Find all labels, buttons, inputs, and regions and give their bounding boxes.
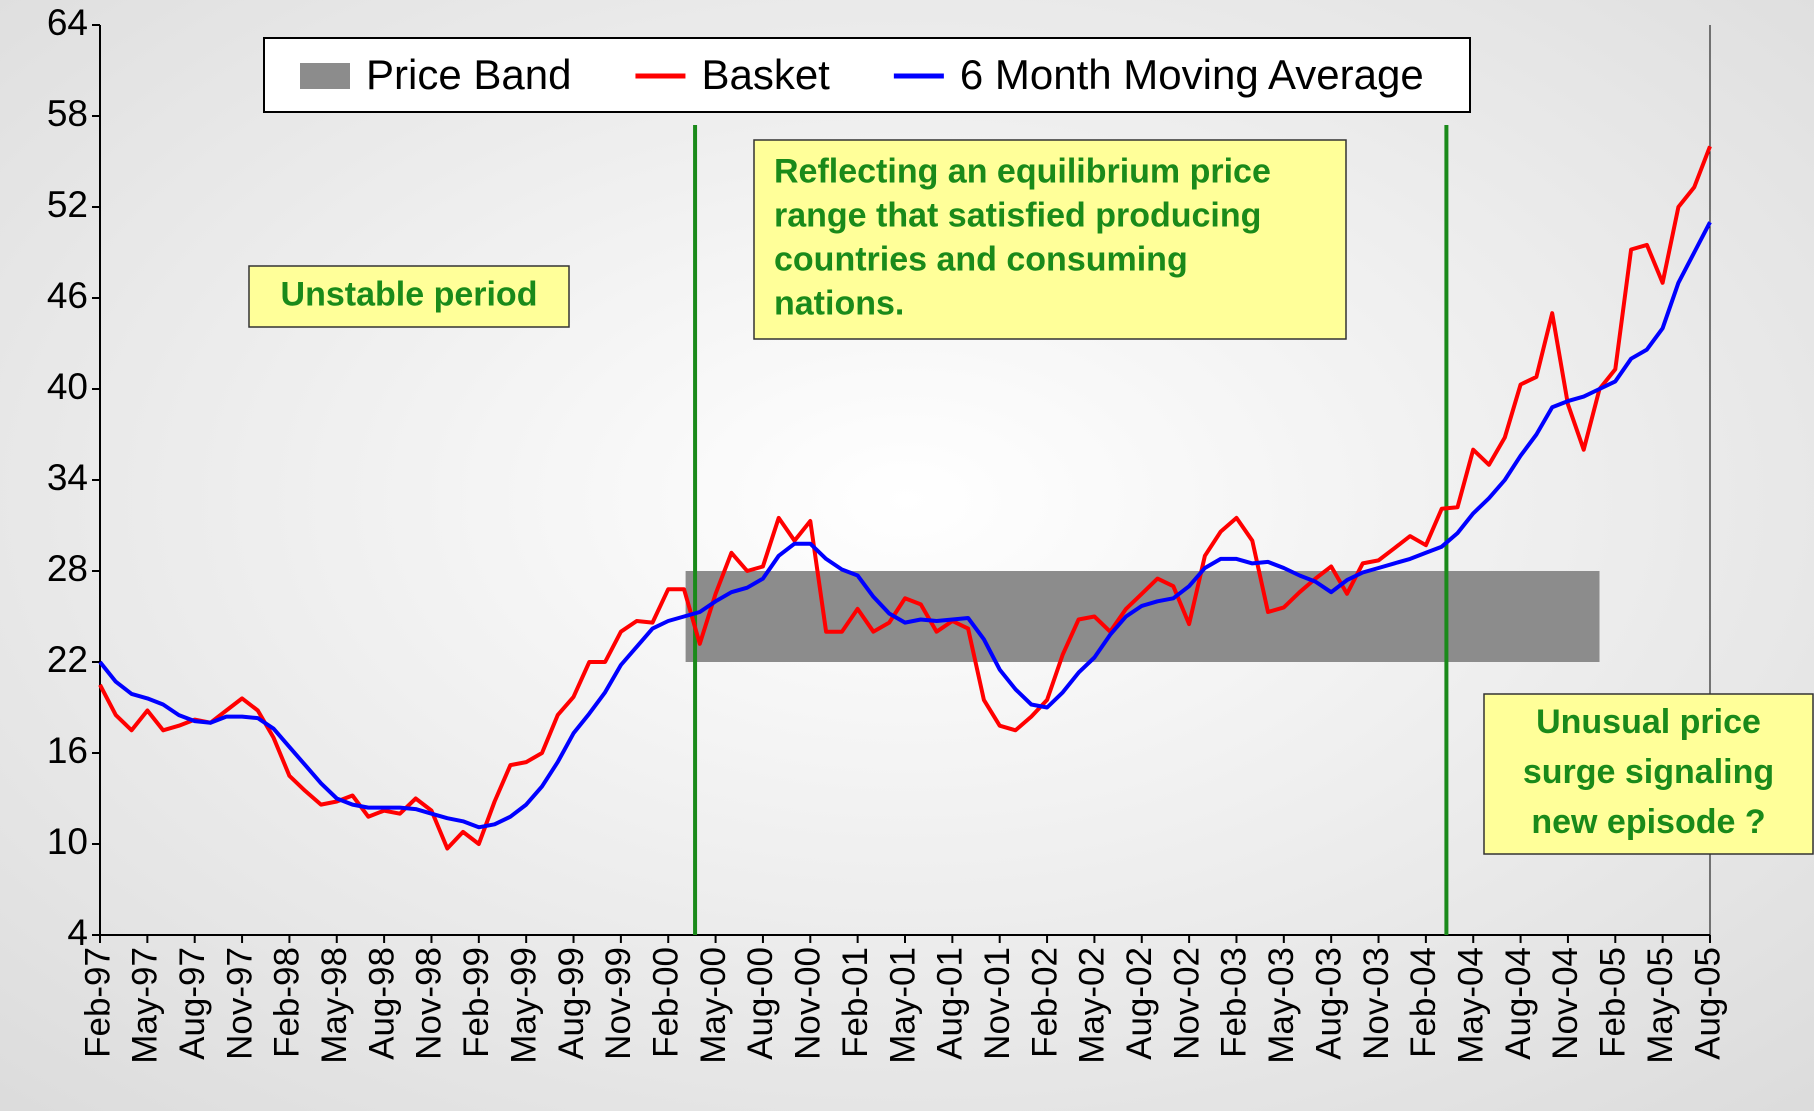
x-tick-label: Nov-98 [410,947,449,1060]
annotation-text: countries and consuming [774,240,1188,278]
legend-label: Basket [701,51,830,98]
x-tick-label: Nov-04 [1546,947,1585,1060]
annotation-text: surge signaling [1523,753,1774,791]
x-tick-label: Nov-99 [599,947,638,1060]
annotation-box [753,139,1347,340]
y-tick-label: 40 [47,366,88,407]
x-tick-label: Feb-00 [646,947,685,1058]
series-line [98,145,1712,851]
x-tick-label: Aug-00 [741,947,780,1060]
annotation-text: new episode ? [1531,803,1765,841]
legend-label: Price Band [366,51,571,98]
series-line [98,221,1712,830]
y-tick-label: 52 [47,184,88,225]
y-tick-label: 64 [47,2,88,43]
annotation-text: Unstable period [281,275,538,313]
legend-box [263,37,1471,113]
annotation-box [248,265,570,328]
annotation-box [1483,693,1814,855]
y-tick-label: 46 [47,275,88,316]
x-tick-label: Feb-97 [78,947,117,1058]
x-tick-label: Feb-05 [1594,947,1633,1058]
annotation: Unstable period [248,265,570,328]
annotation: Reflecting an equilibrium price range tha… [753,139,1347,340]
x-tick-label: Aug-01 [931,947,970,1060]
annotation-text: range that satisfied producing [774,196,1261,234]
x-tick-label: Feb-98 [268,947,307,1058]
annotation-text: nations. [774,284,904,322]
annotation-text: Reflecting an equilibrium price [774,152,1271,190]
x-tick-label: May-98 [315,947,354,1064]
x-tick-label: Feb-04 [1404,947,1443,1058]
legend: Price Band Basket 6 Month Moving Average [263,37,1471,113]
x-tick-label: Feb-99 [457,947,496,1058]
x-tick-label: Aug-97 [173,947,212,1060]
x-tick-label: May-00 [694,947,733,1064]
x-tick-label: Nov-97 [220,947,259,1060]
x-tick-label: May-97 [126,947,165,1064]
x-tick-label: Aug-02 [1120,947,1159,1060]
annotation: Unusual price surge signaling new episode … [1483,693,1814,855]
x-tick-label: Nov-03 [1357,947,1396,1060]
x-tick-label: May-04 [1451,947,1490,1064]
x-tick-label: Feb-01 [836,947,875,1058]
y-tick-label: 4 [67,912,88,953]
x-tick-label: Nov-02 [1167,947,1206,1060]
x-tick-label: Aug-04 [1499,947,1538,1060]
x-tick-label: Nov-00 [789,947,828,1060]
legend-label: 6 Month Moving Average [960,51,1424,98]
x-tick-label: Feb-03 [1215,947,1254,1058]
x-tick-label: Feb-02 [1025,947,1064,1058]
y-tick-label: 22 [47,639,88,680]
x-tick-label: May-99 [504,947,543,1064]
annotation-text: Unusual price [1536,703,1761,741]
x-tick-label: May-03 [1262,947,1301,1064]
x-tick-label: Aug-03 [1309,947,1348,1060]
x-tick-label: Nov-01 [978,947,1017,1060]
y-tick-label: 28 [47,548,88,589]
x-tick-label: Aug-05 [1688,947,1727,1060]
x-tick-label: Aug-99 [552,947,591,1060]
x-tick-label: May-01 [883,947,922,1064]
x-tick-label: May-05 [1641,947,1680,1064]
y-tick-label: 16 [47,730,88,771]
y-tick-label: 58 [47,93,88,134]
y-tick-label: 34 [47,457,88,498]
legend-swatch [300,63,350,89]
x-tick-label: May-02 [1073,947,1112,1064]
x-tick-label: Aug-98 [362,947,401,1060]
y-tick-label: 10 [47,821,88,862]
